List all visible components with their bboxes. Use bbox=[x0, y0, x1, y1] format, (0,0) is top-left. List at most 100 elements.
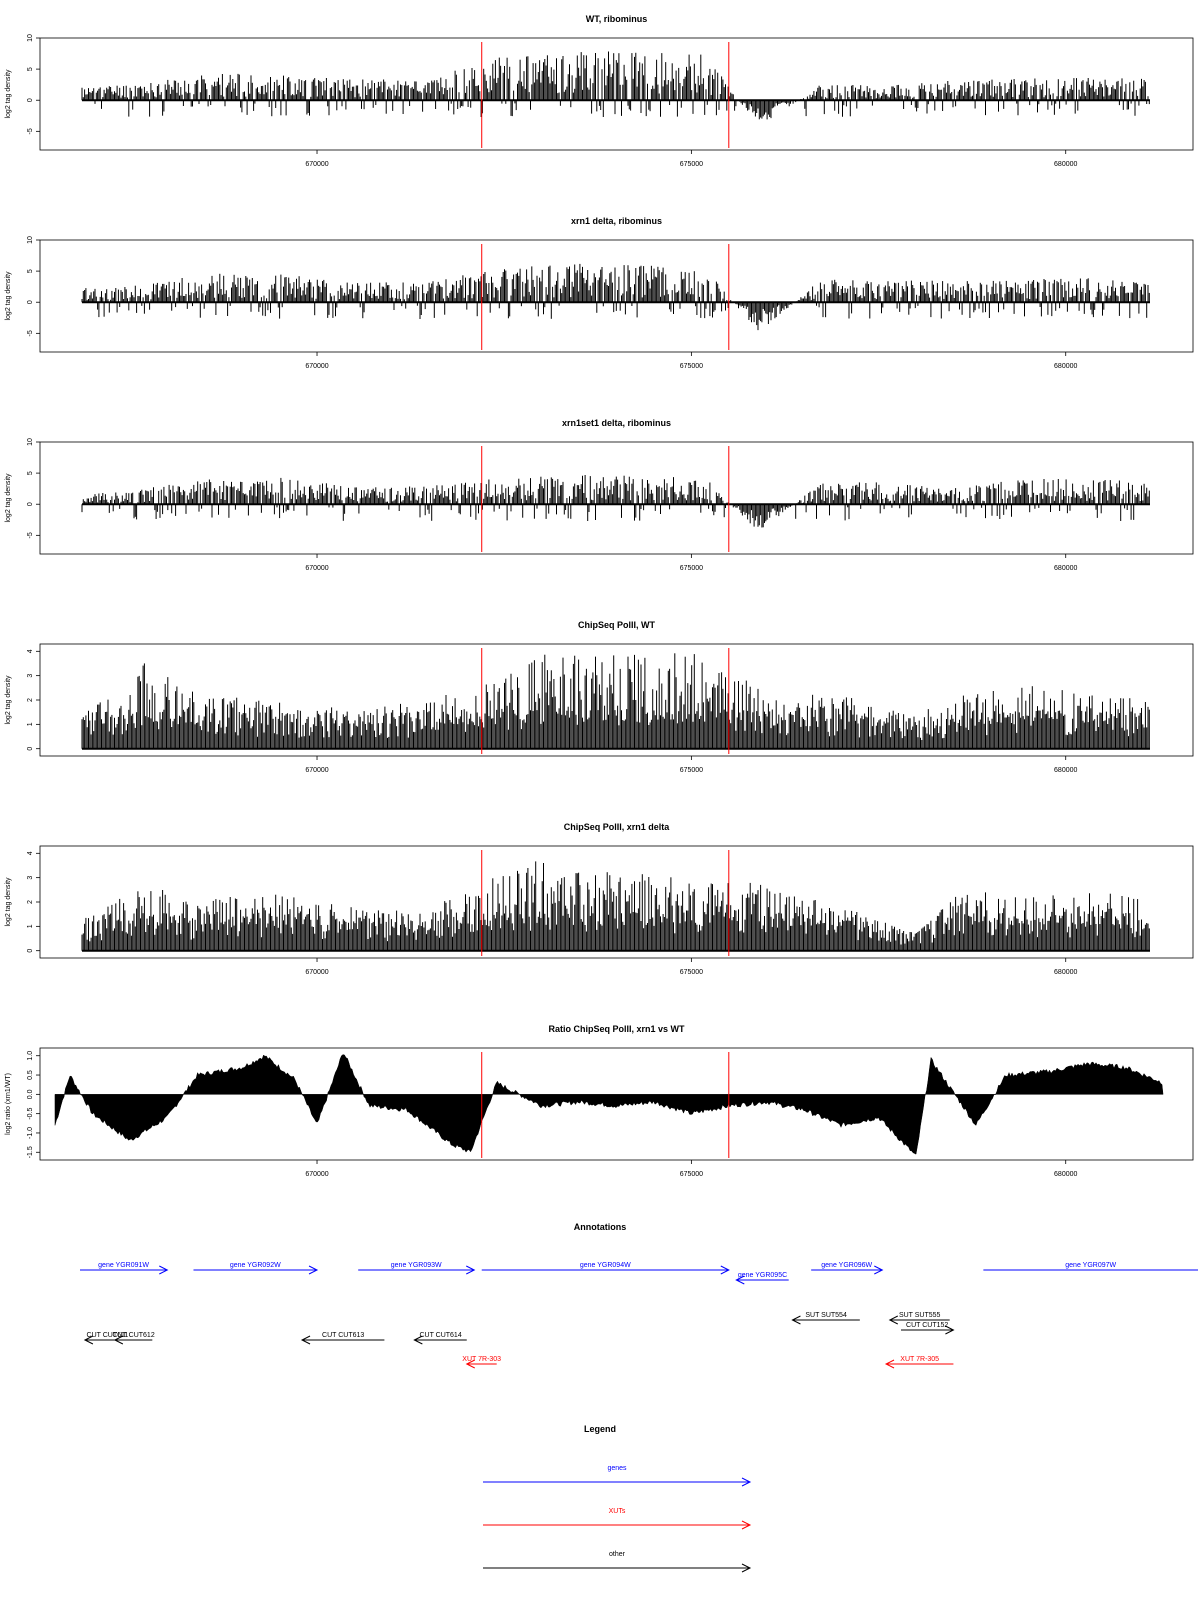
y-tick-label: -1.5 bbox=[27, 1146, 34, 1158]
track-panel-3: xrn1set1 delta, ribominus -5 0 5 10 log2 tag … bbox=[5, 418, 1194, 572]
signal-bars bbox=[81, 263, 1150, 331]
panel-title: ChipSeq PolII, WT bbox=[578, 620, 655, 630]
other-feature-label: CUT CUT613 bbox=[322, 1332, 364, 1339]
y-axis-label: log2 tag density bbox=[5, 473, 12, 523]
y-tick-label: 0 bbox=[27, 502, 34, 506]
y-tick-label: 0 bbox=[27, 300, 34, 304]
y-axis-label: log2 tag density bbox=[5, 69, 12, 119]
panel-title: ChipSeq PolII, xrn1 delta bbox=[564, 822, 671, 832]
gene-feature: gene YGR096W bbox=[811, 1262, 884, 1275]
y-tick-label: 5 bbox=[27, 67, 34, 71]
y-axis: -5 0 5 10 log2 tag density bbox=[5, 236, 40, 336]
y-tick-label: 4 bbox=[27, 649, 34, 653]
y-tick-label: 5 bbox=[27, 269, 34, 273]
legend-arrow-arrowhead bbox=[741, 1477, 752, 1487]
x-tick-label: 680000 bbox=[1054, 969, 1077, 976]
gene-feature-arrowhead bbox=[308, 1265, 319, 1275]
y-tick-label: 2 bbox=[27, 698, 34, 702]
other-feature: SUT SUT555 bbox=[888, 1312, 950, 1325]
signal-bars bbox=[81, 475, 1150, 528]
gene-feature: gene YGR092W bbox=[193, 1262, 319, 1275]
y-axis: -1.5 -1.0 -0.5 0.0 0.5 1.0 log2 ratio (xrn1/WT… bbox=[5, 1051, 40, 1158]
other-feature-label: CUT CUT611 bbox=[87, 1332, 129, 1339]
y-axis-label: log2 tag density bbox=[5, 877, 12, 927]
y-tick-label: 0 bbox=[27, 98, 34, 102]
y-tick-label: 1.0 bbox=[27, 1051, 34, 1061]
gene-feature-label: gene YGR097W bbox=[1065, 1262, 1116, 1269]
other-feature-arrowhead bbox=[945, 1325, 955, 1335]
legend: Legend genes XUTs other bbox=[483, 1424, 752, 1573]
plot-frame bbox=[39, 1047, 1194, 1161]
other-feature-arrowhead bbox=[413, 1335, 423, 1345]
x-tick-label: 680000 bbox=[1054, 767, 1077, 774]
signal-bars bbox=[81, 653, 1150, 749]
xut-feature-arrowhead bbox=[884, 1359, 895, 1369]
y-axis-label: log2 tag density bbox=[5, 675, 12, 725]
x-axis: 670000 675000 680000 bbox=[305, 352, 1078, 370]
legend-label: XUTs bbox=[609, 1508, 626, 1515]
legend-title: Legend bbox=[584, 1424, 616, 1434]
legend-label: other bbox=[609, 1551, 626, 1558]
other-feature-arrowhead bbox=[83, 1335, 94, 1345]
y-axis: -5 0 5 10 log2 tag density bbox=[5, 34, 40, 134]
xut-feature-label: XUT 7R-305 bbox=[900, 1356, 939, 1363]
y-tick-label: 10 bbox=[27, 438, 34, 446]
xut-feature-label: XUT 7R-303 bbox=[462, 1356, 501, 1363]
panel-title: xrn1 delta, ribominus bbox=[571, 216, 662, 226]
x-tick-label: 680000 bbox=[1054, 363, 1077, 370]
annotations-panel: Annotations gene YGR091W gene YGR092W gene… bbox=[80, 1222, 1198, 1369]
gene-feature-arrowhead bbox=[466, 1265, 476, 1275]
other-feature-arrowhead bbox=[300, 1335, 311, 1345]
x-tick-label: 670000 bbox=[305, 1171, 328, 1178]
other-feature-arrowhead bbox=[113, 1335, 124, 1345]
track-panel-5: ChipSeq PolII, xrn1 delta 0 1 2 3 4 log2 tag d… bbox=[5, 822, 1194, 976]
other-feature: CUT CUT613 bbox=[300, 1332, 385, 1345]
panel-title: WT, ribominus bbox=[586, 14, 648, 24]
xut-feature: XUT 7R-305 bbox=[884, 1356, 954, 1369]
x-axis: 670000 675000 680000 bbox=[305, 756, 1078, 774]
legend-arrow-arrowhead bbox=[741, 1563, 752, 1573]
y-tick-label: -5 bbox=[27, 128, 34, 134]
panel-title: Ratio ChipSeq PolII, xrn1 vs WT bbox=[548, 1024, 685, 1034]
y-axis: 0 1 2 3 4 log2 tag density bbox=[5, 851, 40, 953]
other-feature-label: CUT CUT612 bbox=[112, 1332, 154, 1339]
gene-feature-label: gene YGR096W bbox=[821, 1262, 872, 1269]
track-panel-1: WT, ribominus -5 0 5 10 log2 tag density 67000… bbox=[5, 14, 1194, 168]
x-tick-label: 680000 bbox=[1054, 1171, 1077, 1178]
signal-bars bbox=[81, 861, 1150, 951]
x-axis: 670000 675000 680000 bbox=[305, 554, 1078, 572]
x-tick-label: 675000 bbox=[680, 161, 703, 168]
y-tick-label: 0.0 bbox=[27, 1089, 34, 1099]
y-tick-label: -0.5 bbox=[27, 1108, 34, 1120]
legend-item-genes: genes bbox=[483, 1465, 752, 1487]
legend-item-xuts: XUTs bbox=[483, 1508, 752, 1530]
x-tick-label: 675000 bbox=[680, 1171, 703, 1178]
plot-frame bbox=[39, 239, 1194, 353]
x-tick-label: 675000 bbox=[680, 363, 703, 370]
gene-feature: gene YGR097W bbox=[983, 1262, 1198, 1271]
other-feature-label: CUT CUT152 bbox=[906, 1322, 948, 1329]
gene-feature-label: gene YGR091W bbox=[98, 1262, 149, 1269]
y-axis-label: log2 tag density bbox=[5, 271, 12, 321]
gene-feature-label: gene YGR092W bbox=[230, 1262, 281, 1269]
x-tick-label: 670000 bbox=[305, 565, 328, 572]
legend-label: genes bbox=[607, 1465, 627, 1472]
gene-feature-label: gene YGR094W bbox=[580, 1262, 631, 1269]
x-axis: 670000 675000 680000 bbox=[305, 958, 1078, 976]
gene-feature-arrowhead bbox=[159, 1265, 169, 1275]
y-tick-label: 4 bbox=[27, 851, 34, 855]
x-tick-label: 670000 bbox=[305, 767, 328, 774]
x-axis: 670000 675000 680000 bbox=[305, 150, 1078, 168]
track-panel-4: ChipSeq PolII, WT 0 1 2 3 4 log2 tag density 67… bbox=[5, 620, 1194, 774]
x-axis: 670000 675000 680000 bbox=[305, 1160, 1078, 1178]
plot-frame bbox=[39, 37, 1194, 151]
y-tick-label: 0 bbox=[27, 747, 34, 751]
y-tick-label: -1.0 bbox=[27, 1127, 34, 1139]
other-feature-label: SUT SUT554 bbox=[805, 1312, 847, 1319]
other-feature: CUT CUT614 bbox=[413, 1332, 467, 1345]
gene-feature: gene YGR094W bbox=[481, 1262, 730, 1275]
x-tick-label: 680000 bbox=[1054, 565, 1077, 572]
other-feature: CUT CUT152 bbox=[901, 1322, 955, 1335]
track-panel-6: Ratio ChipSeq PolII, xrn1 vs WT -1.5 -1.0 -… bbox=[5, 1024, 1194, 1178]
